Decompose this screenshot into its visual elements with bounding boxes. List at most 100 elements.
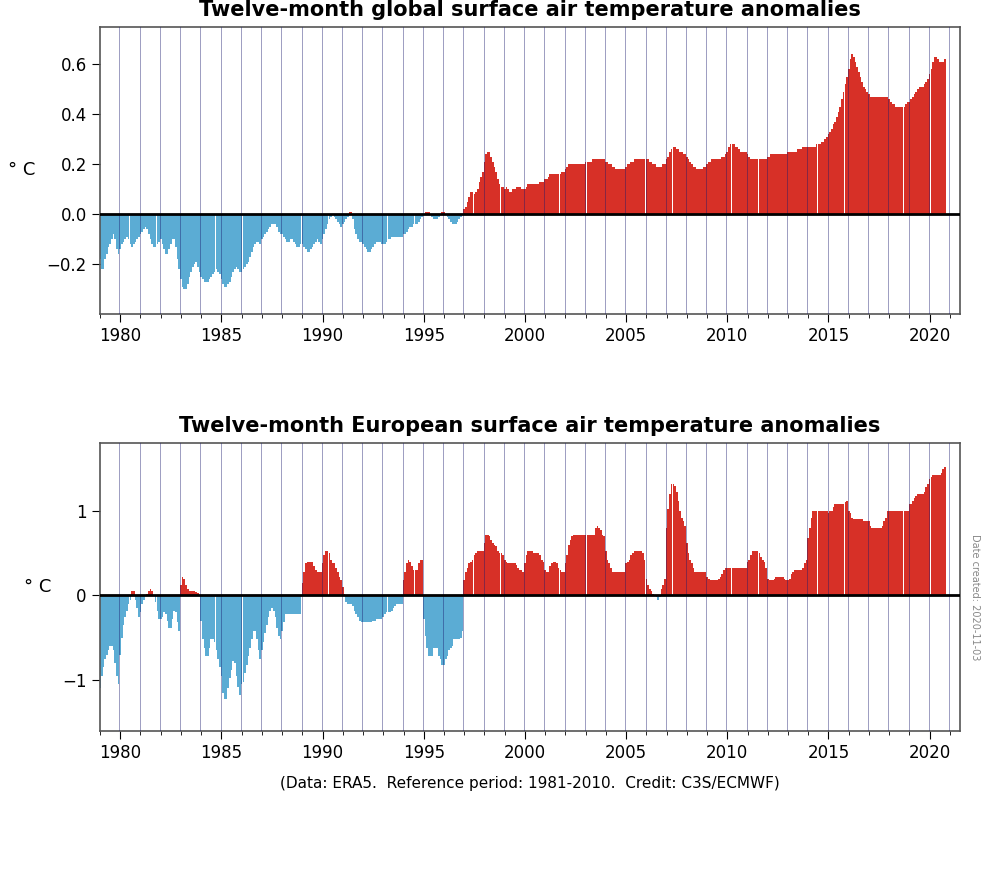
Bar (870, 97, 871, 214)
Bar (126, 595, 128, 610)
Bar (585, 161, 586, 214)
Bar (506, 186, 507, 214)
Bar (453, 214, 455, 225)
Bar (613, 572, 615, 595)
Bar (831, 511, 833, 595)
Bar (627, 561, 629, 595)
Bar (286, 595, 288, 614)
Bar (866, 92, 868, 214)
Bar (269, 595, 271, 610)
Bar (103, 595, 104, 667)
Bar (792, 572, 794, 595)
Bar (195, 214, 197, 262)
Bar (101, 595, 103, 675)
Bar (431, 214, 433, 217)
Bar (222, 595, 224, 692)
Bar (941, 473, 942, 595)
Bar (942, 61, 944, 214)
Bar (398, 595, 399, 604)
Bar (310, 214, 312, 249)
Bar (119, 214, 121, 249)
Bar (295, 214, 296, 244)
Bar (484, 161, 485, 214)
Bar (382, 214, 384, 244)
Bar (759, 553, 760, 595)
Bar (693, 167, 694, 214)
Bar (912, 501, 914, 595)
Bar (925, 487, 927, 595)
Bar (347, 214, 349, 217)
Bar (656, 167, 657, 214)
Bar (189, 214, 190, 276)
Bar (715, 580, 716, 595)
Bar (757, 552, 758, 595)
Bar (436, 595, 438, 648)
Bar (234, 595, 236, 663)
Bar (177, 595, 178, 623)
Bar (558, 174, 559, 214)
Bar (818, 511, 819, 595)
Bar (494, 544, 495, 595)
Bar (640, 552, 642, 595)
Bar (814, 511, 816, 595)
Bar (634, 552, 635, 595)
Bar (99, 214, 101, 259)
Bar (504, 560, 506, 595)
Bar (241, 214, 242, 272)
Bar (678, 149, 679, 214)
Bar (465, 572, 467, 595)
Bar (735, 147, 737, 214)
Bar (588, 161, 590, 214)
Bar (570, 541, 571, 595)
Bar (855, 519, 856, 595)
Bar (237, 214, 239, 269)
Bar (718, 578, 720, 595)
Bar (647, 159, 649, 214)
Bar (608, 164, 610, 214)
Bar (146, 593, 148, 595)
Bar (463, 580, 465, 595)
Bar (480, 176, 482, 214)
Bar (580, 164, 581, 214)
Bar (207, 595, 209, 657)
Bar (347, 595, 349, 604)
Text: Date created: 2020-11-03: Date created: 2020-11-03 (970, 534, 980, 660)
Bar (883, 521, 885, 595)
Bar (408, 560, 409, 595)
Bar (109, 595, 111, 646)
Bar (553, 561, 554, 595)
Bar (315, 570, 317, 595)
Bar (583, 164, 585, 214)
Bar (273, 595, 275, 610)
Bar (384, 214, 386, 244)
Bar (330, 560, 332, 595)
Bar (192, 592, 194, 595)
Bar (494, 167, 495, 214)
Bar (750, 555, 752, 595)
Bar (490, 157, 492, 214)
Bar (544, 179, 546, 214)
Bar (909, 102, 910, 214)
Bar (684, 154, 686, 214)
Bar (784, 578, 785, 595)
Bar (352, 214, 354, 219)
Bar (457, 214, 458, 222)
Bar (433, 214, 435, 219)
Bar (728, 147, 730, 214)
Bar (730, 568, 731, 595)
Bar (646, 159, 647, 214)
Bar (602, 535, 603, 595)
Bar (474, 194, 475, 214)
Bar (632, 161, 634, 214)
Bar (463, 209, 465, 214)
Bar (276, 214, 278, 226)
Bar (873, 97, 875, 214)
Bar (937, 476, 939, 595)
Bar (512, 563, 514, 595)
Bar (937, 59, 939, 214)
Bar (791, 575, 792, 595)
Bar (701, 169, 703, 214)
Bar (155, 214, 156, 247)
Bar (823, 511, 824, 595)
Bar (769, 157, 770, 214)
